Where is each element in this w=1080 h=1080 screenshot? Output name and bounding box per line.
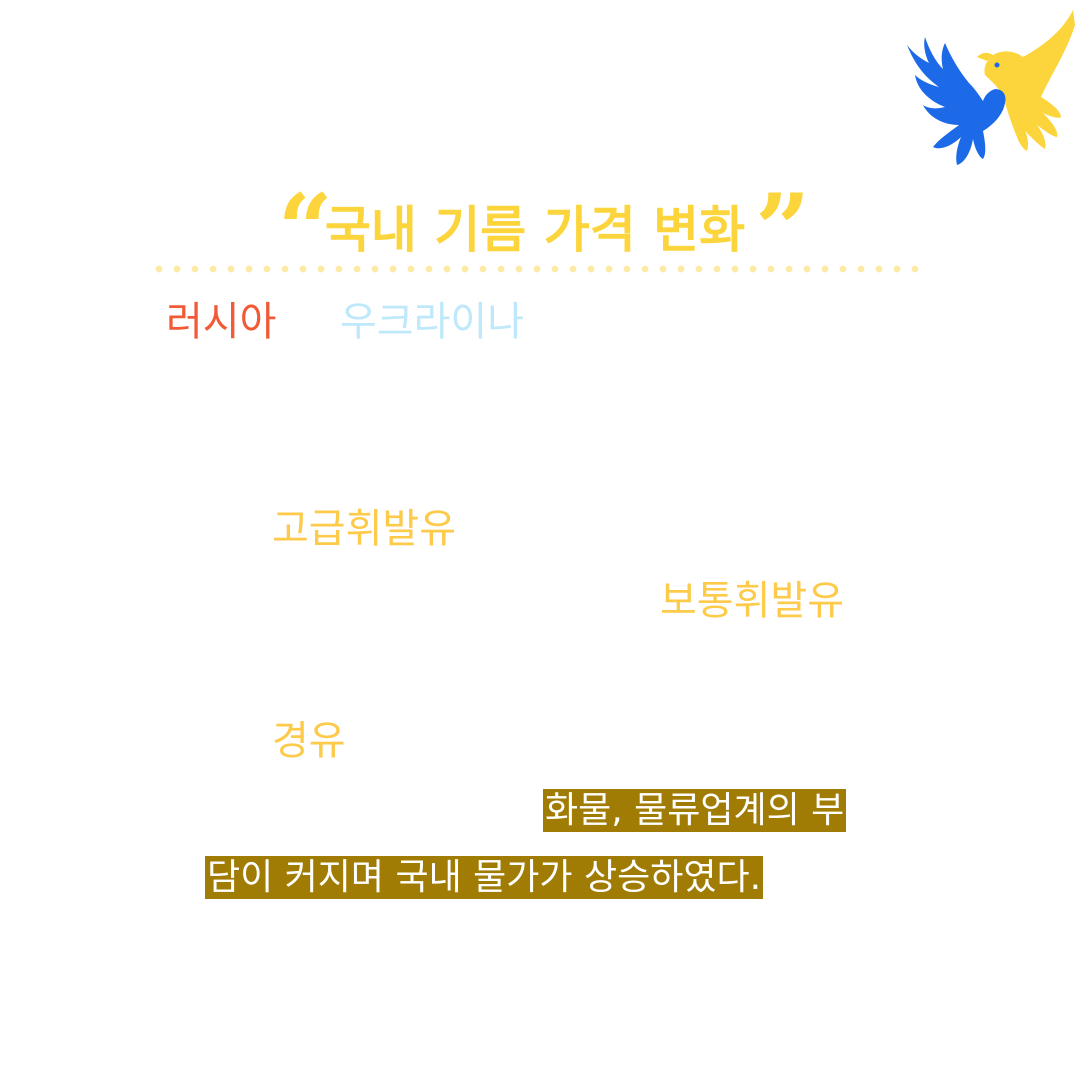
regular-gasoline-label: 보통휘발유 (660, 578, 844, 624)
russia-label: 러시아 (166, 299, 277, 345)
summary-line-1: 화물, 물류업계의 부 (543, 789, 847, 833)
title-text: 국내 기름 가격 변화 (324, 201, 746, 259)
page-title: “국내 기름 가격 변화” (0, 172, 1080, 287)
dotted-divider (150, 264, 920, 274)
peace-doves-icon (907, 10, 1075, 165)
summary-line-2: 담이 커지며 국내 물가가 상승하였다. (205, 856, 764, 900)
diesel-label: 경유 (272, 718, 346, 764)
ukraine-label: 우크라이나 (340, 299, 524, 345)
premium-gasoline-label: 고급휘발유 (272, 506, 456, 552)
